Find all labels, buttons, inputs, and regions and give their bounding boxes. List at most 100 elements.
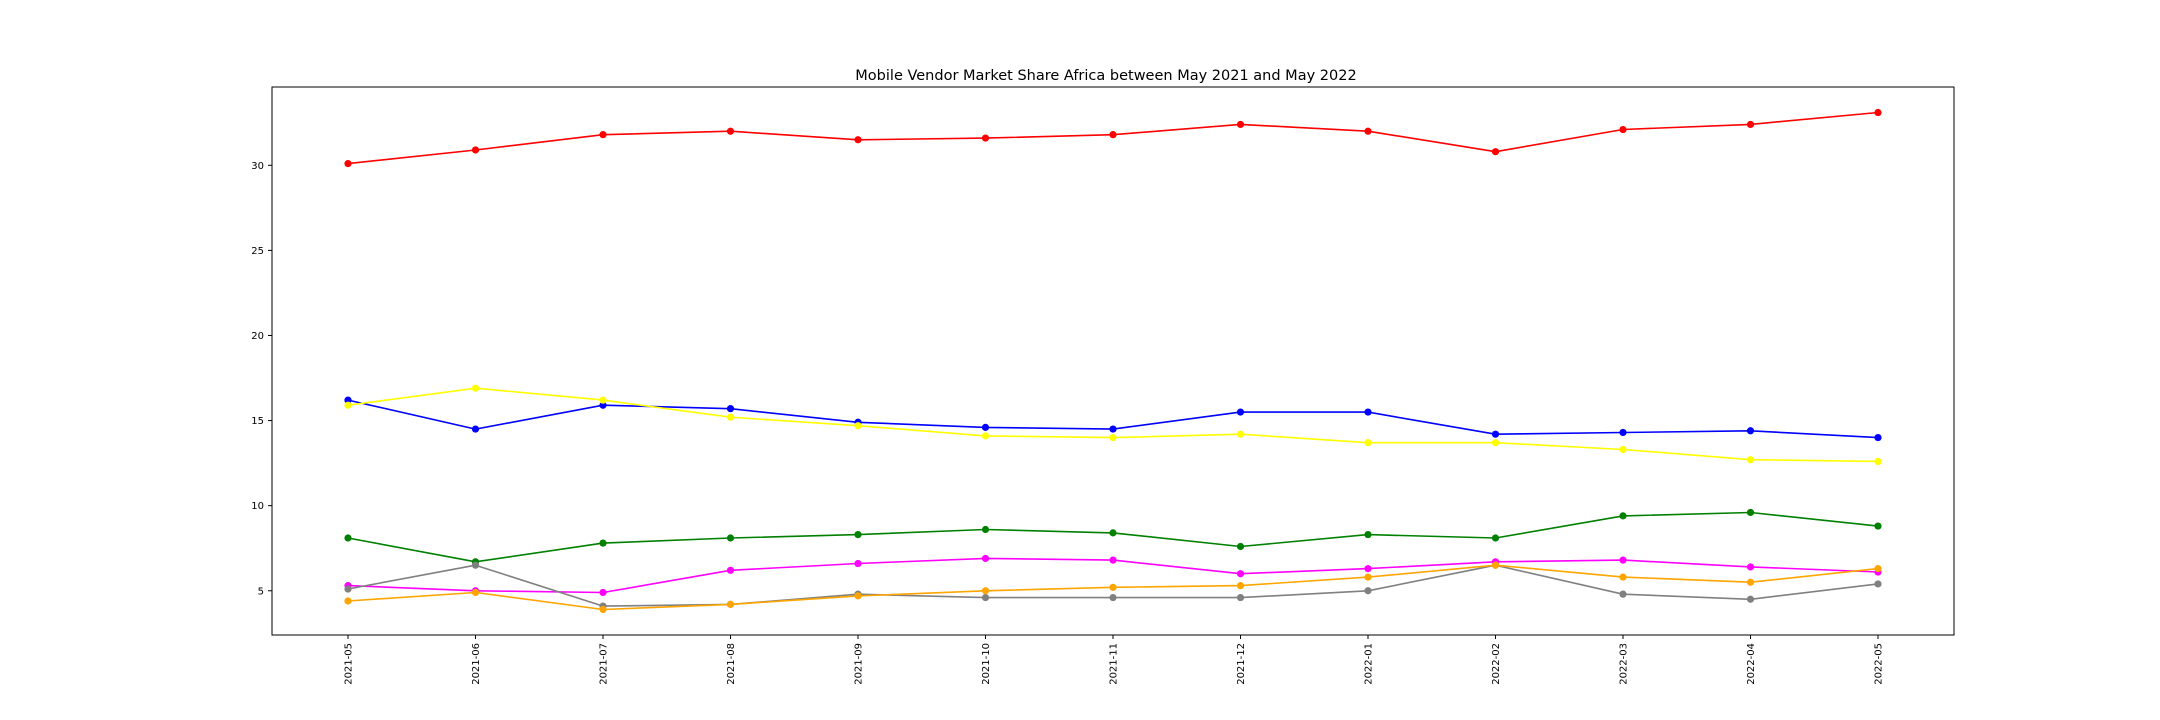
series [344, 384, 1882, 466]
data-point [1619, 428, 1627, 437]
series-line [347, 387, 1879, 463]
data-point [1109, 583, 1117, 591]
y-tick-label: 5 [258, 586, 264, 597]
data-point [344, 401, 352, 409]
data-point [1619, 573, 1627, 581]
x-tick-label: 2021-08 [726, 643, 737, 685]
x-tick-label: 2021-11 [1109, 643, 1120, 685]
y-tick-label: 20 [251, 331, 264, 342]
data-point [1109, 131, 1117, 139]
data-point [1746, 563, 1755, 571]
data-point [1491, 430, 1500, 438]
data-point [471, 146, 480, 154]
data-point [981, 554, 990, 563]
x-tick-label: 2022-03 [1619, 643, 1630, 685]
x-tick-label: 2021-10 [981, 643, 992, 685]
data-point [1746, 508, 1755, 517]
data-point [726, 534, 735, 542]
data-point [344, 585, 352, 593]
data-point [1874, 108, 1882, 117]
data-point [599, 605, 607, 614]
series [344, 561, 1882, 614]
y-axis: 5 10 15 20 25 30 [251, 161, 272, 597]
series-group [344, 108, 1882, 614]
data-point [599, 539, 607, 547]
data-point [726, 600, 735, 608]
data-point [1746, 578, 1755, 586]
data-point [471, 425, 480, 433]
data-point [471, 384, 480, 392]
plot-area [271, 86, 1955, 636]
series-line [347, 511, 1879, 563]
data-point [1874, 433, 1882, 442]
data-point [1236, 542, 1245, 551]
data-point [1236, 408, 1245, 416]
data-point [471, 561, 480, 569]
x-axis: 2021-05 2021-06 2021-07 2021-08 2021-09 2021-… [344, 635, 1885, 685]
data-point [1109, 529, 1117, 537]
data-point [1236, 120, 1245, 129]
chart-title: Mobile Vendor Market Share Africa betwee… [855, 68, 1356, 84]
x-tick-label: 2021-09 [854, 643, 865, 685]
y-tick-label: 30 [251, 161, 264, 172]
data-point [344, 534, 352, 542]
data-point [344, 396, 352, 404]
data-point [1746, 427, 1755, 435]
x-tick-label: 2021-12 [1236, 643, 1247, 685]
data-point [1619, 590, 1627, 598]
data-point [1109, 425, 1117, 433]
x-tick-label: 2021-07 [599, 643, 610, 685]
data-point [1619, 445, 1627, 454]
data-point [981, 525, 990, 534]
data-point [344, 159, 352, 168]
data-point [1874, 522, 1882, 530]
data-point [1619, 512, 1627, 520]
data-point [1491, 148, 1500, 156]
data-point [344, 597, 352, 605]
data-point [1491, 439, 1500, 447]
y-tick-label: 25 [251, 246, 264, 257]
data-point [471, 588, 480, 597]
data-point [1236, 582, 1245, 590]
data-point [981, 134, 990, 142]
data-point [1491, 534, 1500, 542]
data-point [726, 413, 735, 421]
data-point [726, 405, 735, 413]
data-point [599, 131, 607, 139]
data-point [1364, 573, 1372, 581]
data-point [1746, 595, 1755, 603]
data-point [599, 396, 607, 404]
x-tick-label: 2021-05 [344, 643, 355, 685]
data-point [1491, 561, 1500, 569]
data-point [1364, 587, 1372, 595]
data-point [1364, 530, 1372, 539]
data-point [599, 401, 607, 409]
data-point [854, 592, 862, 600]
data-point [1874, 580, 1882, 588]
series [344, 554, 1882, 597]
data-point [854, 136, 862, 144]
data-point [1109, 556, 1117, 564]
data-point [726, 127, 735, 135]
data-point [854, 422, 862, 430]
data-point [1364, 439, 1372, 447]
data-point [1746, 456, 1755, 464]
data-point [726, 566, 735, 574]
data-point [981, 432, 990, 440]
x-tick-label: 2022-01 [1364, 643, 1375, 685]
data-point [981, 587, 990, 595]
data-point [1109, 433, 1117, 442]
data-point [1364, 127, 1372, 135]
data-point [1874, 457, 1882, 466]
data-point [981, 593, 990, 602]
data-point [1236, 430, 1245, 438]
x-tick-label: 2022-02 [1491, 643, 1502, 685]
data-point [1109, 593, 1117, 602]
y-tick-label: 10 [251, 501, 264, 512]
data-point [1746, 120, 1755, 129]
data-point [1236, 593, 1245, 602]
x-tick-label: 2022-04 [1746, 643, 1757, 685]
data-point [1874, 565, 1882, 573]
data-point [854, 530, 862, 539]
